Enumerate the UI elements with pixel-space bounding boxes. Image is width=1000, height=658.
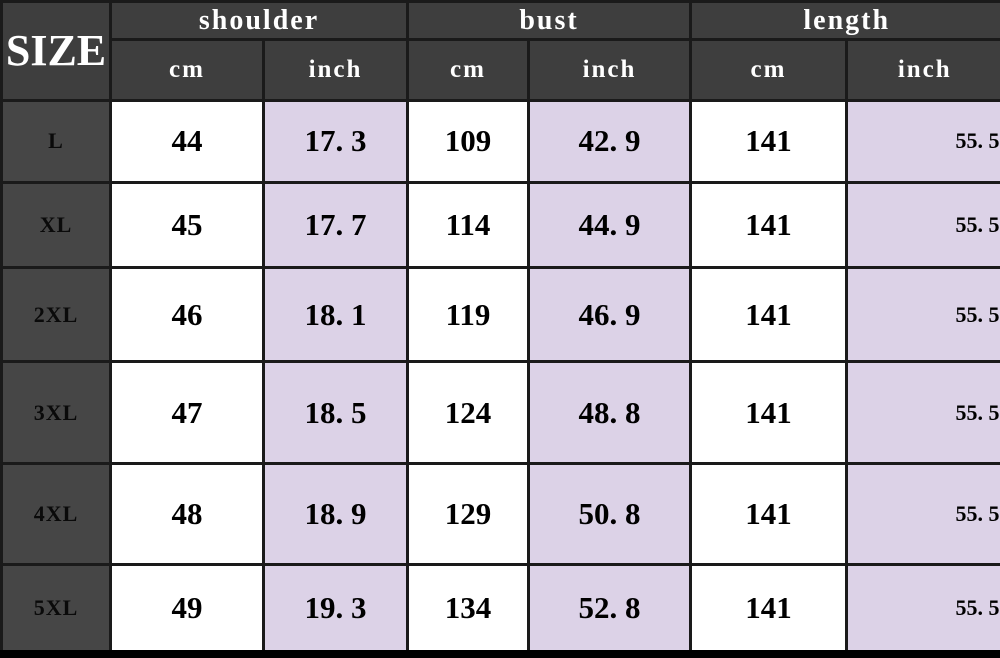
size-label-l: L — [0, 98, 112, 185]
cell-bust-cm: 129 — [406, 462, 530, 566]
cell-length-cm: 141 — [689, 265, 848, 364]
cell-bust-cm: 114 — [406, 181, 530, 269]
unit-header-shoulder-cm: cm — [109, 38, 265, 102]
cell-bust-cm: 119 — [406, 265, 530, 364]
size-label-2xl: 2XL — [0, 265, 112, 364]
cell-shoulder-cm: 48 — [109, 462, 265, 566]
table-row: 2XL 46 18. 1 119 46. 9 141 55. 5 — [0, 265, 1000, 364]
cell-length-inch: 55. 5 — [845, 265, 1000, 364]
cell-bust-inch: 48. 8 — [527, 360, 692, 466]
table-row: XL 45 17. 7 114 44. 9 141 55. 5 — [0, 181, 1000, 269]
corner-size-header: SIZE — [0, 0, 112, 102]
cell-length-cm: 141 — [689, 562, 848, 656]
cell-length-cm: 141 — [689, 181, 848, 269]
cell-shoulder-inch: 17. 3 — [262, 98, 409, 185]
group-header-bust: bust — [406, 0, 692, 42]
cell-bust-inch: 50. 8 — [527, 462, 692, 566]
cell-length-inch: 55. 5 — [845, 360, 1000, 466]
cell-length-inch: 55. 5 — [845, 562, 1000, 656]
cell-bust-cm: 109 — [406, 98, 530, 185]
cell-bust-inch: 52. 8 — [527, 562, 692, 656]
cell-length-cm: 141 — [689, 462, 848, 566]
cell-length-inch: 55. 5 — [845, 462, 1000, 566]
cell-length-inch: 55. 5 — [845, 98, 1000, 185]
cell-bust-inch: 42. 9 — [527, 98, 692, 185]
cell-shoulder-inch: 18. 9 — [262, 462, 409, 566]
unit-header-bust-cm: cm — [406, 38, 530, 102]
size-label-xl: XL — [0, 181, 112, 269]
cell-bust-inch: 44. 9 — [527, 181, 692, 269]
cell-shoulder-cm: 45 — [109, 181, 265, 269]
unit-header-length-cm: cm — [689, 38, 848, 102]
cell-shoulder-cm: 44 — [109, 98, 265, 185]
cell-shoulder-cm: 49 — [109, 562, 265, 656]
group-header-length: length — [689, 0, 1000, 42]
table-row: 4XL 48 18. 9 129 50. 8 141 55. 5 — [0, 462, 1000, 566]
header-group-row: SIZE shoulder bust length — [0, 0, 1000, 102]
cell-length-cm: 141 — [689, 98, 848, 185]
unit-header-shoulder-inch: inch — [262, 38, 409, 102]
cell-shoulder-inch: 18. 5 — [262, 360, 409, 466]
table-row: 5XL 49 19. 3 134 52. 8 141 55. 5 — [0, 562, 1000, 656]
cell-bust-cm: 124 — [406, 360, 530, 466]
table-row: 3XL 47 18. 5 124 48. 8 141 55. 5 — [0, 360, 1000, 466]
header-units-row: cm inch cm inch cm inch — [2, 38, 1000, 102]
size-label-3xl: 3XL — [0, 360, 112, 466]
size-label-5xl: 5XL — [0, 562, 112, 656]
cell-bust-inch: 46. 9 — [527, 265, 692, 364]
cell-shoulder-inch: 18. 1 — [262, 265, 409, 364]
cell-length-inch: 55. 5 — [845, 181, 1000, 269]
cell-shoulder-cm: 46 — [109, 265, 265, 364]
cell-shoulder-inch: 19. 3 — [262, 562, 409, 656]
cell-shoulder-cm: 47 — [109, 360, 265, 466]
cell-shoulder-inch: 17. 7 — [262, 181, 409, 269]
cell-bust-cm: 134 — [406, 562, 530, 656]
cell-length-cm: 141 — [689, 360, 848, 466]
unit-header-length-inch: inch — [845, 38, 1000, 102]
unit-header-bust-inch: inch — [527, 38, 692, 102]
size-label-4xl: 4XL — [0, 462, 112, 566]
group-header-shoulder: shoulder — [109, 0, 409, 42]
table-row: L 44 17. 3 109 42. 9 141 55. 5 — [0, 98, 1000, 185]
